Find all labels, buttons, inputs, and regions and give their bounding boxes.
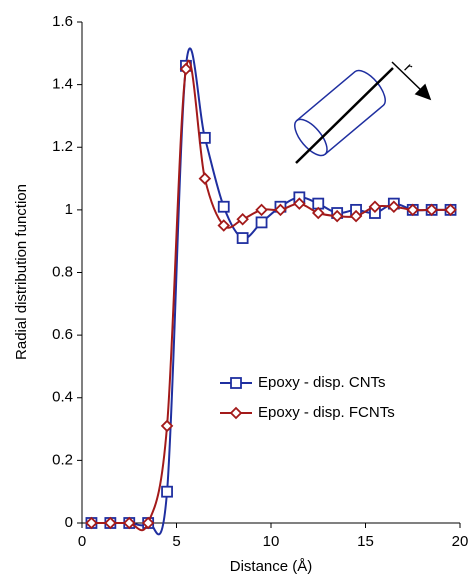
marker <box>217 219 231 232</box>
legend-label: Epoxy - disp. FCNTs <box>258 404 395 421</box>
marker <box>274 203 287 217</box>
marker <box>406 203 420 217</box>
marker <box>330 209 344 223</box>
series-line <box>91 59 451 532</box>
marker <box>387 200 401 214</box>
series-line <box>91 47 451 536</box>
y-tick-label: 0.4 <box>52 389 73 406</box>
legend-marker <box>230 377 242 389</box>
marker <box>104 516 117 530</box>
marker <box>85 516 98 530</box>
x-axis-label: Distance (Å) <box>230 558 313 575</box>
y-tick-label: 0.6 <box>52 326 73 343</box>
x-tick-label: 20 <box>452 533 469 550</box>
y-tick-label: 1.2 <box>52 138 73 155</box>
marker <box>425 203 438 217</box>
x-tick-label: 15 <box>357 533 374 550</box>
legend-label: Epoxy - disp. CNTs <box>258 374 386 391</box>
y-tick-label: 1.6 <box>52 13 73 30</box>
marker <box>349 209 363 223</box>
marker <box>368 200 382 214</box>
x-tick-label: 0 <box>78 533 86 550</box>
marker <box>198 172 212 185</box>
marker <box>217 200 230 213</box>
marker <box>255 216 268 229</box>
marker <box>444 203 457 217</box>
x-tick-label: 5 <box>172 533 180 550</box>
y-tick-label: 1.4 <box>52 76 73 93</box>
x-tick-label: 10 <box>263 533 280 550</box>
y-axis-label: Radial distribution function <box>13 184 30 360</box>
legend-marker <box>229 406 243 420</box>
marker <box>255 203 268 217</box>
marker <box>236 232 249 244</box>
y-tick-label: 0.2 <box>52 451 73 468</box>
marker <box>236 212 249 226</box>
marker <box>311 206 325 220</box>
marker <box>198 131 211 144</box>
marker <box>161 485 173 498</box>
cylinder-icon <box>294 61 432 164</box>
y-tick-label: 1 <box>65 201 73 218</box>
annotation: r <box>401 60 417 76</box>
marker <box>160 419 174 433</box>
y-tick-label: 0.8 <box>52 263 73 280</box>
y-tick-label: 0 <box>65 514 73 531</box>
marker <box>122 516 136 530</box>
marker <box>293 197 306 210</box>
marker <box>179 62 193 76</box>
marker <box>141 516 155 530</box>
